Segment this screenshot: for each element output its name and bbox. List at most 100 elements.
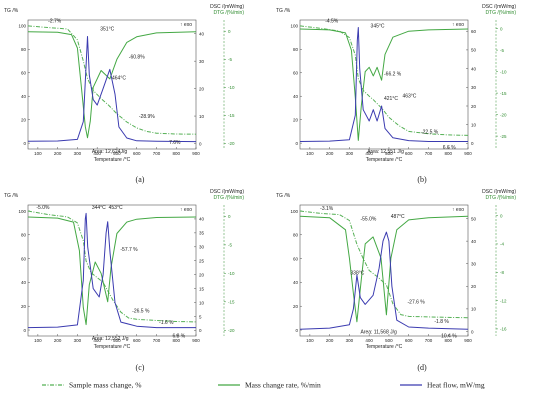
annotation: 344°C [92, 205, 106, 211]
x-tick-label: 200 [54, 338, 62, 343]
x-tick-label: 100 [306, 151, 314, 156]
exo-label: ↑ exo [452, 22, 464, 28]
x-tick-label: 300 [346, 338, 354, 343]
dsc-tick-label: 0 [199, 141, 202, 146]
dtg-tick-label: -15 [228, 300, 235, 305]
x-tick-label: 700 [153, 151, 161, 156]
x-tick-label: 300 [346, 151, 354, 156]
tg-tick-label: 0 [23, 141, 26, 146]
panel-label: (b) [417, 175, 427, 184]
x-tick-label: 400 [93, 151, 101, 156]
dsc-tick-label: 60 [471, 29, 477, 34]
annotation: 10.4 % [441, 333, 457, 339]
dtg-tick-label: -12 [500, 298, 507, 303]
panel-0: TG /% DSC /(mW/mg)DTG /(%/min) ↑ exo Temper… [4, 4, 244, 184]
dsc-tick-label: 30 [471, 85, 477, 90]
tg-tick-label: 60 [293, 71, 299, 76]
dtg-tick-label: 0 [228, 29, 231, 34]
plot-frame [27, 19, 197, 150]
dsc-tick-label: 20 [471, 284, 477, 289]
annotation: -5.0% [36, 205, 50, 211]
tg-tick-label: 40 [293, 280, 299, 285]
annotation: 464°C [112, 75, 126, 81]
dsc-tick-label: 15 [199, 286, 205, 291]
dtg-axis-unit: DTG /(%/min) [485, 10, 516, 16]
tg-tick-label: 0 [295, 141, 298, 146]
annotation: -2.7% [48, 19, 62, 25]
dsc-tick-label: 30 [471, 262, 477, 267]
legend-item-label: Heat flow, mW/mg [427, 381, 485, 390]
tg-tick-label: 80 [293, 233, 299, 238]
x-tick-label: 200 [326, 338, 334, 343]
x-tick-label: 700 [425, 151, 433, 156]
dsc-tick-label: 0 [199, 328, 202, 333]
dsc-tick-label: 50 [471, 216, 477, 221]
panel-label: (a) [136, 175, 145, 184]
dsc-axis-unit: DSC /(mW/mg) [210, 189, 244, 195]
tg-tick-label: 20 [21, 304, 27, 309]
tg-tick-label: 20 [293, 117, 299, 122]
series-tg-line [27, 210, 197, 323]
dtg-tick-label: -20 [500, 112, 507, 117]
tg-tick-label: 20 [293, 304, 299, 309]
x-tick-label: 500 [385, 151, 393, 156]
dsc-tick-label: 40 [199, 32, 205, 37]
series-dsc-line [299, 27, 468, 142]
x-tick-label: 800 [444, 338, 452, 343]
dtg-tick-label: -15 [228, 113, 235, 118]
annotation: 351°C [100, 26, 114, 32]
annotation: Area: 12,551 J/g [367, 149, 404, 155]
x-tick-label: 800 [444, 151, 452, 156]
dsc-axis-unit: DSC /(mW/mg) [482, 4, 516, 10]
annotation: 463°C [402, 93, 416, 99]
dtg-tick-label: -4 [500, 242, 504, 247]
dsc-tick-label: 10 [471, 307, 477, 312]
dsc-tick-label: 20 [471, 104, 477, 109]
dtg-tick-label: -5 [228, 243, 232, 248]
annotation: 453°C [109, 205, 123, 211]
x-tick-label: 800 [172, 338, 180, 343]
x-tick-label: 300 [74, 338, 82, 343]
tg-tick-label: 80 [21, 47, 27, 52]
x-tick-label: 500 [113, 338, 121, 343]
series-dsc-line [299, 231, 469, 330]
series-dsc-line [27, 212, 196, 329]
tg-tick-label: 100 [18, 24, 26, 29]
dtg-tick-label: -10 [228, 85, 235, 90]
tg-tick-label: 80 [21, 233, 27, 238]
panel-1: TG /% DSC /(mW/mg)DTG /(%/min) ↑ exo Temper… [276, 4, 516, 184]
legend-item-label: Mass change rate, %/min [245, 381, 321, 390]
dsc-tick-label: 20 [199, 86, 205, 91]
dsc-tick-label: 0 [471, 141, 474, 146]
x-axis-label: Temperature /°C [366, 344, 403, 350]
x-tick-label: 600 [405, 151, 413, 156]
panels: TG /%DSC /(mW/mg)DTG /(%/min)↑ exoTemper… [4, 4, 516, 372]
annotation: 7.6% [169, 140, 181, 146]
x-tick-label: 400 [365, 338, 373, 343]
dtg-tick-label: -8 [500, 270, 504, 275]
x-tick-label: 400 [93, 338, 101, 343]
tg-tick-label: 0 [23, 328, 26, 333]
tg-tick-label: 100 [18, 209, 26, 214]
annotation: 487°C [391, 214, 405, 220]
annotation: Area: 12,552 J/g [92, 336, 129, 342]
annotation: -27.6 % [408, 299, 426, 305]
series-dtg-line [27, 31, 197, 139]
x-tick-label: 200 [326, 151, 334, 156]
x-tick-label: 100 [34, 151, 42, 156]
tg-axis-unit: TG /% [276, 8, 291, 14]
dsc-axis-unit: DSC /(mW/mg) [482, 189, 516, 195]
dsc-tick-label: 25 [199, 259, 205, 264]
annotation: -55.0% [360, 217, 376, 223]
tg-axis-unit: TG /% [276, 193, 291, 199]
series-tg-line [299, 25, 469, 136]
annotation: -26.5 % [132, 308, 150, 314]
tg-tick-label: 80 [293, 47, 299, 52]
dtg-tick-label: -20 [228, 141, 235, 146]
dsc-tick-label: 0 [471, 329, 474, 334]
dsc-tick-label: 40 [471, 66, 477, 71]
tg-tick-label: 100 [290, 24, 298, 29]
x-tick-label: 300 [74, 151, 82, 156]
